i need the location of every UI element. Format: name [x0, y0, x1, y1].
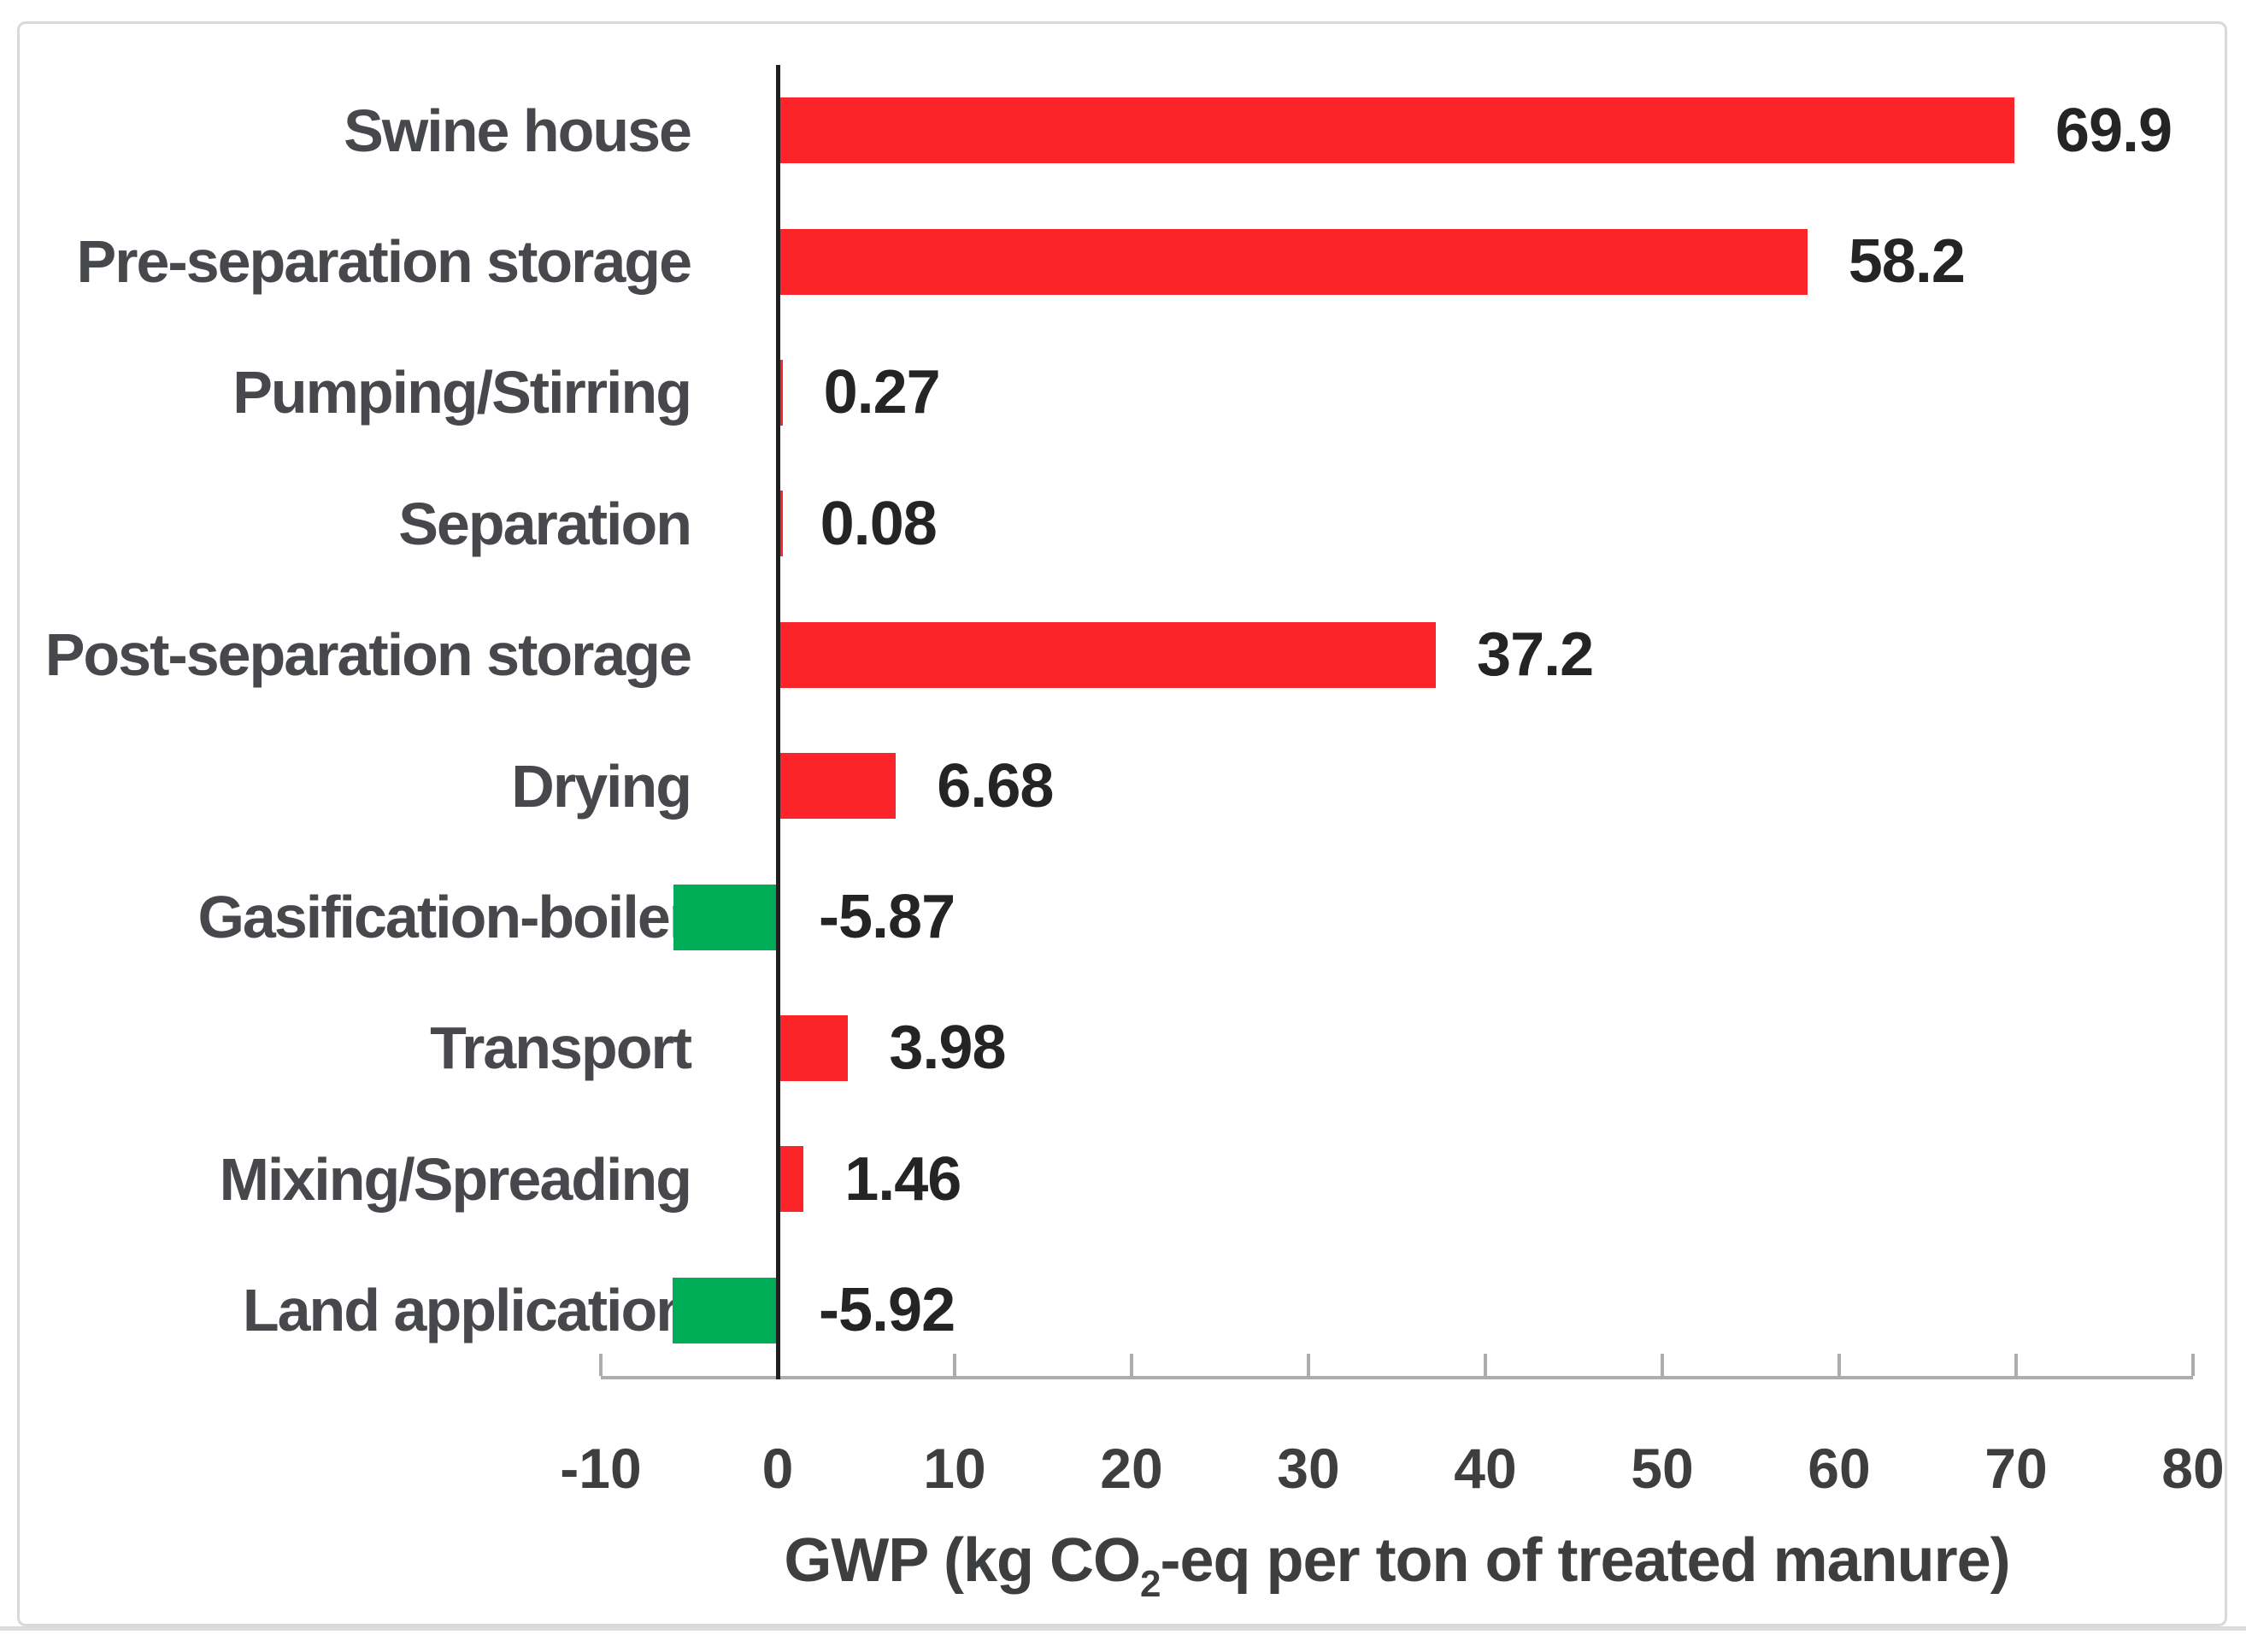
- x-axis-tick-label-10: 10: [923, 1437, 986, 1500]
- category-label-mixing-spreading: Mixing/Spreading: [219, 1145, 692, 1213]
- x-axis-tick-label-60: 60: [1808, 1437, 1871, 1500]
- bar-land-application: [673, 1277, 778, 1343]
- x-axis-tick-40: [1484, 1354, 1487, 1376]
- value-label-pre-separation-storage: 58.2: [1848, 227, 1966, 297]
- figure-bottom-rule: [0, 1626, 2246, 1631]
- x-axis-line: [601, 1376, 2193, 1379]
- value-label-swine-house: 69.9: [2055, 96, 2173, 165]
- x-axis-title-text: GWP (kg CO: [784, 1526, 1141, 1595]
- x-axis-tick-70: [2014, 1354, 2018, 1376]
- value-label-mixing-spreading: 1.46: [844, 1144, 961, 1214]
- category-label-drying: Drying: [511, 752, 692, 820]
- bar-separation: [778, 491, 783, 557]
- bar-pumping-stirring: [778, 360, 783, 426]
- category-label-pumping-stirring: Pumping/Stirring: [232, 359, 692, 426]
- x-axis-tick-60: [1837, 1354, 1841, 1376]
- category-label-separation: Separation: [398, 490, 692, 557]
- x-axis-tick-label-30: 30: [1277, 1437, 1340, 1500]
- bar-mixing-spreading: [778, 1146, 804, 1213]
- x-axis-tick-label-40: 40: [1454, 1437, 1517, 1500]
- category-label-post-separation-storage: Post-separation storage: [44, 621, 692, 689]
- value-label-gasification-boiler: -5.87: [819, 883, 955, 952]
- x-axis-tick-label-50: 50: [1631, 1437, 1694, 1500]
- bar-transport: [778, 1015, 849, 1081]
- x-axis-tick-label-70: 70: [1984, 1437, 2048, 1500]
- x-axis-title: GWP (kg CO2-eq per ton of treated manure…: [601, 1526, 2193, 1606]
- x-axis-tick-50: [1661, 1354, 1664, 1376]
- value-label-post-separation-storage: 37.2: [1477, 620, 1594, 690]
- category-label-pre-separation-storage: Pre-separation storage: [76, 228, 692, 296]
- bar-gasification-boiler: [673, 884, 778, 950]
- value-label-transport: 3.98: [889, 1014, 1006, 1083]
- category-label-swine-house: Swine house: [344, 97, 692, 164]
- x-axis-title-text-suffix: -eq per ton of treated manure): [1160, 1526, 2011, 1595]
- bar-drying: [778, 753, 897, 820]
- x-axis-tick-label-20: 20: [1100, 1437, 1163, 1500]
- x-axis-tick-label-0: 0: [761, 1437, 794, 1500]
- bar-post-separation-storage: [778, 621, 1437, 688]
- x-axis-tick-30: [1307, 1354, 1310, 1376]
- value-label-drying: 6.68: [937, 751, 1054, 820]
- value-label-land-application: -5.92: [819, 1276, 955, 1345]
- x-axis-tick-label-80: 80: [2161, 1437, 2225, 1500]
- category-label-gasification-boiler: Gasification-boiler: [197, 884, 692, 951]
- category-label-land-application: Land application: [242, 1277, 692, 1344]
- x-axis-title-subscript: 2: [1140, 1563, 1161, 1605]
- category-label-transport: Transport: [430, 1014, 692, 1082]
- x-axis-tick--10: [599, 1354, 603, 1376]
- x-axis-tick-80: [2191, 1354, 2195, 1376]
- value-label-separation: 0.08: [820, 489, 938, 558]
- x-axis-tick-20: [1130, 1354, 1133, 1376]
- value-label-pumping-stirring: 0.27: [823, 358, 941, 427]
- zero-axis-line: [776, 65, 780, 1379]
- x-axis-tick-label--10: -10: [560, 1437, 642, 1500]
- bar-swine-house: [778, 97, 2014, 164]
- x-axis-tick-10: [953, 1354, 956, 1376]
- bar-pre-separation-storage: [778, 228, 1808, 295]
- chart-frame: Swine house Pre-separation storage Pumping…: [17, 21, 2227, 1626]
